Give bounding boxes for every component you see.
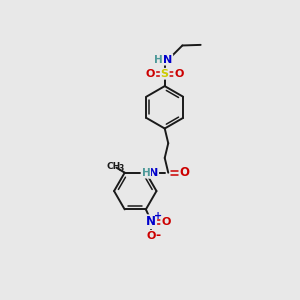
Text: N: N <box>163 55 172 64</box>
Text: O: O <box>179 166 190 179</box>
Text: O: O <box>174 69 184 79</box>
Text: -: - <box>155 230 160 242</box>
Text: +: + <box>154 212 162 221</box>
Text: H: H <box>154 55 163 64</box>
Text: O: O <box>146 69 155 79</box>
Text: N: N <box>149 168 158 178</box>
Text: N: N <box>146 215 156 228</box>
Text: 3: 3 <box>118 164 124 173</box>
Text: CH: CH <box>106 162 121 171</box>
Text: O: O <box>146 231 156 241</box>
Text: S: S <box>161 69 169 79</box>
Text: O: O <box>161 217 171 227</box>
Text: H: H <box>142 168 150 178</box>
